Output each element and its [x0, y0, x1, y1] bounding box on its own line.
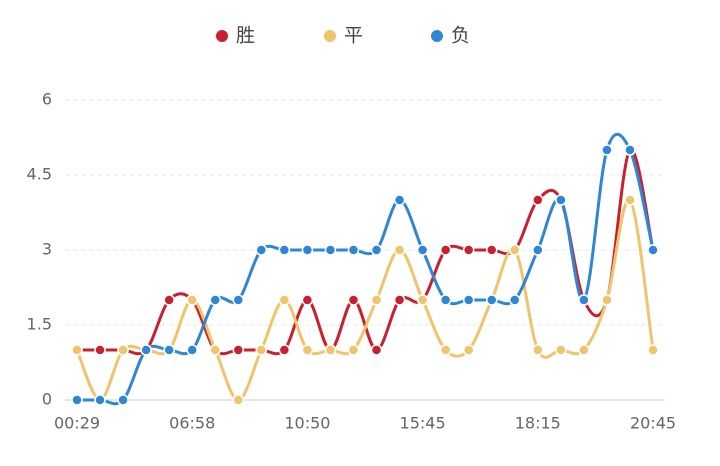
y-tick-label: 3	[42, 240, 52, 259]
y-tick-label: 6	[42, 90, 52, 109]
data-point	[647, 344, 659, 356]
data-point	[532, 194, 544, 206]
data-point	[324, 244, 337, 256]
legend-marker	[431, 30, 443, 42]
data-point	[347, 294, 360, 306]
data-point	[301, 294, 314, 306]
data-point	[393, 244, 406, 256]
data-point	[624, 194, 636, 206]
data-point	[186, 344, 198, 356]
data-point	[393, 294, 406, 306]
y-tick-label: 0	[42, 390, 52, 409]
data-point	[578, 294, 590, 306]
x-tick-label: 18:15	[515, 414, 561, 433]
data-point	[255, 344, 268, 356]
data-point	[624, 144, 636, 156]
x-tick-label: 06:58	[169, 414, 215, 433]
data-point	[462, 294, 475, 306]
data-point	[555, 194, 567, 206]
data-point	[416, 294, 429, 306]
data-point	[324, 344, 337, 356]
data-point	[278, 244, 291, 256]
data-point	[439, 244, 452, 256]
data-point	[255, 244, 268, 256]
data-point	[532, 344, 544, 356]
data-point	[232, 394, 245, 406]
data-point	[163, 344, 175, 356]
data-point	[416, 244, 429, 256]
data-point	[278, 344, 291, 356]
data-point	[370, 244, 383, 256]
data-point	[140, 344, 152, 356]
data-point	[485, 244, 498, 256]
data-point	[232, 344, 245, 356]
legend-label: 负	[451, 25, 470, 47]
legend-marker	[324, 30, 336, 42]
data-point	[232, 294, 245, 306]
data-point	[186, 294, 198, 306]
data-point	[117, 394, 129, 406]
legend-label: 胜	[236, 25, 255, 47]
data-point	[94, 344, 106, 356]
y-tick-label: 4.5	[27, 165, 52, 184]
data-point	[71, 394, 83, 406]
data-point	[439, 344, 452, 356]
data-point	[71, 344, 83, 356]
legend-marker	[216, 30, 228, 42]
data-point	[94, 394, 106, 406]
data-point	[370, 294, 383, 306]
data-point	[509, 294, 521, 306]
legend-label: 平	[344, 25, 363, 47]
data-point	[347, 244, 360, 256]
data-point	[601, 294, 613, 306]
data-point	[117, 344, 129, 356]
x-tick-label: 10:50	[284, 414, 330, 433]
data-point	[439, 294, 452, 306]
data-point	[578, 344, 590, 356]
x-tick-label: 20:45	[630, 414, 676, 433]
data-point	[555, 344, 567, 356]
y-tick-label: 1.5	[27, 315, 52, 334]
data-point	[462, 344, 475, 356]
x-tick-label: 00:29	[54, 414, 100, 433]
data-point	[209, 344, 221, 356]
data-point	[485, 294, 498, 306]
data-point	[509, 244, 521, 256]
data-point	[370, 344, 383, 356]
data-point	[301, 344, 314, 356]
data-point	[601, 144, 613, 156]
x-tick-label: 15:45	[400, 414, 446, 433]
legend: 胜平负	[216, 25, 470, 47]
data-point	[393, 194, 406, 206]
data-point	[532, 244, 544, 256]
data-point	[278, 294, 291, 306]
data-point	[347, 344, 360, 356]
data-point	[647, 244, 659, 256]
data-point	[462, 244, 475, 256]
data-point	[163, 294, 175, 306]
data-point	[209, 294, 221, 306]
data-point	[301, 244, 314, 256]
